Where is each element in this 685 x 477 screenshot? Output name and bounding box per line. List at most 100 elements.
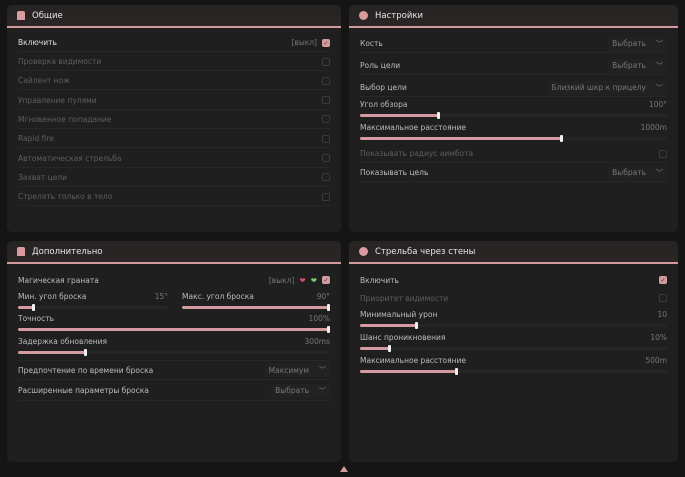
slider-label: Шанс проникновения: [360, 333, 446, 342]
role-select[interactable]: Выбрать ﹀: [608, 58, 667, 73]
general-option-row: Автоматическая стрельба: [18, 150, 330, 168]
priority-label: Приоритет видимости: [360, 293, 449, 303]
extra-panel: Дополнительно Магическая граната [выкл] ❤ ❤…: [7, 241, 341, 462]
slider-value: 15°: [154, 292, 168, 301]
slider-knob[interactable]: [559, 135, 563, 142]
slider-knob[interactable]: [327, 304, 330, 311]
slider-value: 100°: [648, 100, 667, 109]
option-checkbox[interactable]: [322, 57, 330, 66]
adv-value: Выбрать: [275, 386, 309, 395]
pref-select[interactable]: Максимум ﹀: [264, 363, 330, 377]
adv-label: Расширенные параметры броска: [18, 386, 149, 395]
priority-checkbox[interactable]: [659, 294, 667, 302]
accuracy-slider[interactable]: Точность 100%: [18, 314, 330, 334]
option-label: Управление пулями: [18, 95, 97, 105]
slider-value: 90°: [316, 292, 330, 301]
target-select[interactable]: Близкий шкр к прицелу ﹀: [547, 80, 667, 95]
color-picker-icon[interactable]: ❤: [299, 275, 306, 285]
enable-label: Включить: [18, 38, 57, 47]
slider-track[interactable]: [360, 345, 667, 352]
slider-track[interactable]: [360, 368, 667, 375]
delay-slider[interactable]: Задержка обновления 300ms: [18, 337, 330, 357]
show-target-label: Показывать цель: [360, 168, 429, 177]
pref-row: Предпочтение по времени броска Максимум ﹀: [18, 360, 330, 380]
slider-track[interactable]: [18, 349, 330, 356]
settings-panel: Настройки Кость Выбрать ﹀ Роль цели Выбрать…: [349, 5, 678, 232]
min-angle-slider[interactable]: Мин. угол броска 15°: [18, 292, 168, 312]
show-target-row: Показывать цель Выбрать ﹀: [360, 164, 667, 182]
chance-slider[interactable]: Шанс проникновения 10%: [360, 333, 667, 353]
bone-value: Выбрать: [612, 39, 646, 48]
enable-checkbox[interactable]: ✓: [322, 38, 330, 47]
chevron-down-icon: ﹀: [319, 366, 326, 374]
max-angle-slider[interactable]: Макс. угол броска 90°: [182, 292, 330, 312]
slider-label: Минимальный урон: [360, 310, 438, 319]
walls-panel: Стрельба через стены Включить ✓ Приоритет…: [349, 241, 678, 462]
show-target-select[interactable]: Выбрать ﹀: [608, 165, 667, 180]
option-checkbox[interactable]: [322, 192, 330, 201]
slider-value: 500m: [645, 356, 667, 365]
collapse-handle-icon[interactable]: [340, 466, 348, 472]
slider-label: Точность: [18, 314, 55, 323]
general-enable-row[interactable]: Включить [выкл] ✓: [18, 34, 330, 52]
chevron-down-icon: ﹀: [656, 83, 663, 92]
target-label: Выбор цели: [360, 83, 407, 92]
priority-row: Приоритет видимости: [360, 289, 667, 307]
option-label: Мгновенное попадание: [18, 114, 112, 124]
option-checkbox[interactable]: [322, 134, 330, 143]
slider-knob[interactable]: [455, 368, 459, 375]
slider-knob[interactable]: [327, 326, 330, 333]
bone-row: Кость Выбрать ﹀: [360, 35, 667, 53]
option-checkbox[interactable]: [322, 115, 330, 124]
option-label: Стрелять только в тело: [18, 192, 113, 202]
extra-title: Дополнительно: [32, 246, 103, 257]
settings-header: Настройки: [349, 5, 678, 28]
slider-label: Максимальное расстояние: [360, 123, 467, 132]
option-checkbox[interactable]: [322, 96, 330, 105]
general-option-row: Проверка видимости: [18, 53, 330, 71]
grenade-checkbox[interactable]: ✓: [322, 276, 330, 284]
slider-track[interactable]: [18, 304, 168, 311]
slider-track[interactable]: [182, 304, 330, 311]
role-value: Выбрать: [612, 61, 646, 70]
keybind-label[interactable]: [выкл]: [268, 275, 295, 285]
option-checkbox[interactable]: [322, 154, 330, 162]
pref-label: Предпочтение по времени броска: [18, 365, 154, 375]
user-icon: [17, 247, 25, 256]
slider-knob[interactable]: [31, 304, 35, 311]
maxdist-slider[interactable]: Максимальное расстояние 1000m: [360, 123, 667, 143]
option-checkbox[interactable]: [322, 76, 330, 85]
fov-slider[interactable]: Угол обзора 100°: [360, 100, 667, 120]
slider-value: 1000m: [640, 123, 667, 132]
role-row: Роль цели Выбрать ﹀: [360, 57, 667, 75]
color-picker-icon[interactable]: ❤: [310, 275, 317, 285]
slider-label: Угол обзора: [360, 100, 408, 109]
slider-track[interactable]: [18, 326, 330, 333]
walls-maxdist-slider[interactable]: Максимальное расстояние 500m: [360, 356, 667, 376]
adv-select[interactable]: Выбрать ﹀: [271, 383, 330, 398]
radius-checkbox[interactable]: [659, 149, 667, 158]
slider-track[interactable]: [360, 322, 667, 329]
general-header: Общие: [7, 5, 341, 28]
slider-knob[interactable]: [387, 345, 391, 352]
slider-knob[interactable]: [83, 349, 87, 356]
slider-value: 10: [657, 310, 667, 319]
general-option-row: Rapid fire: [18, 130, 330, 149]
general-option-row: Сайлент нож: [18, 72, 330, 91]
min-damage-slider[interactable]: Минимальный урон 10: [360, 310, 667, 330]
slider-knob[interactable]: [415, 322, 419, 329]
slider-label: Задержка обновления: [18, 337, 108, 346]
slider-fill: [360, 324, 419, 327]
slider-track[interactable]: [360, 135, 667, 142]
general-option-row: Мгновенное попадание: [18, 111, 330, 129]
walls-enable-checkbox[interactable]: ✓: [659, 276, 667, 284]
option-checkbox[interactable]: [322, 173, 330, 182]
slider-fill: [360, 370, 459, 373]
slider-knob[interactable]: [436, 112, 440, 119]
keybind-label[interactable]: [выкл]: [291, 38, 317, 47]
chevron-down-icon: ﹀: [656, 39, 663, 48]
grenade-label: Магическая граната: [18, 275, 99, 285]
settings-title: Настройки: [375, 10, 424, 21]
slider-track[interactable]: [360, 112, 667, 119]
bone-select[interactable]: Выбрать ﹀: [608, 36, 667, 51]
